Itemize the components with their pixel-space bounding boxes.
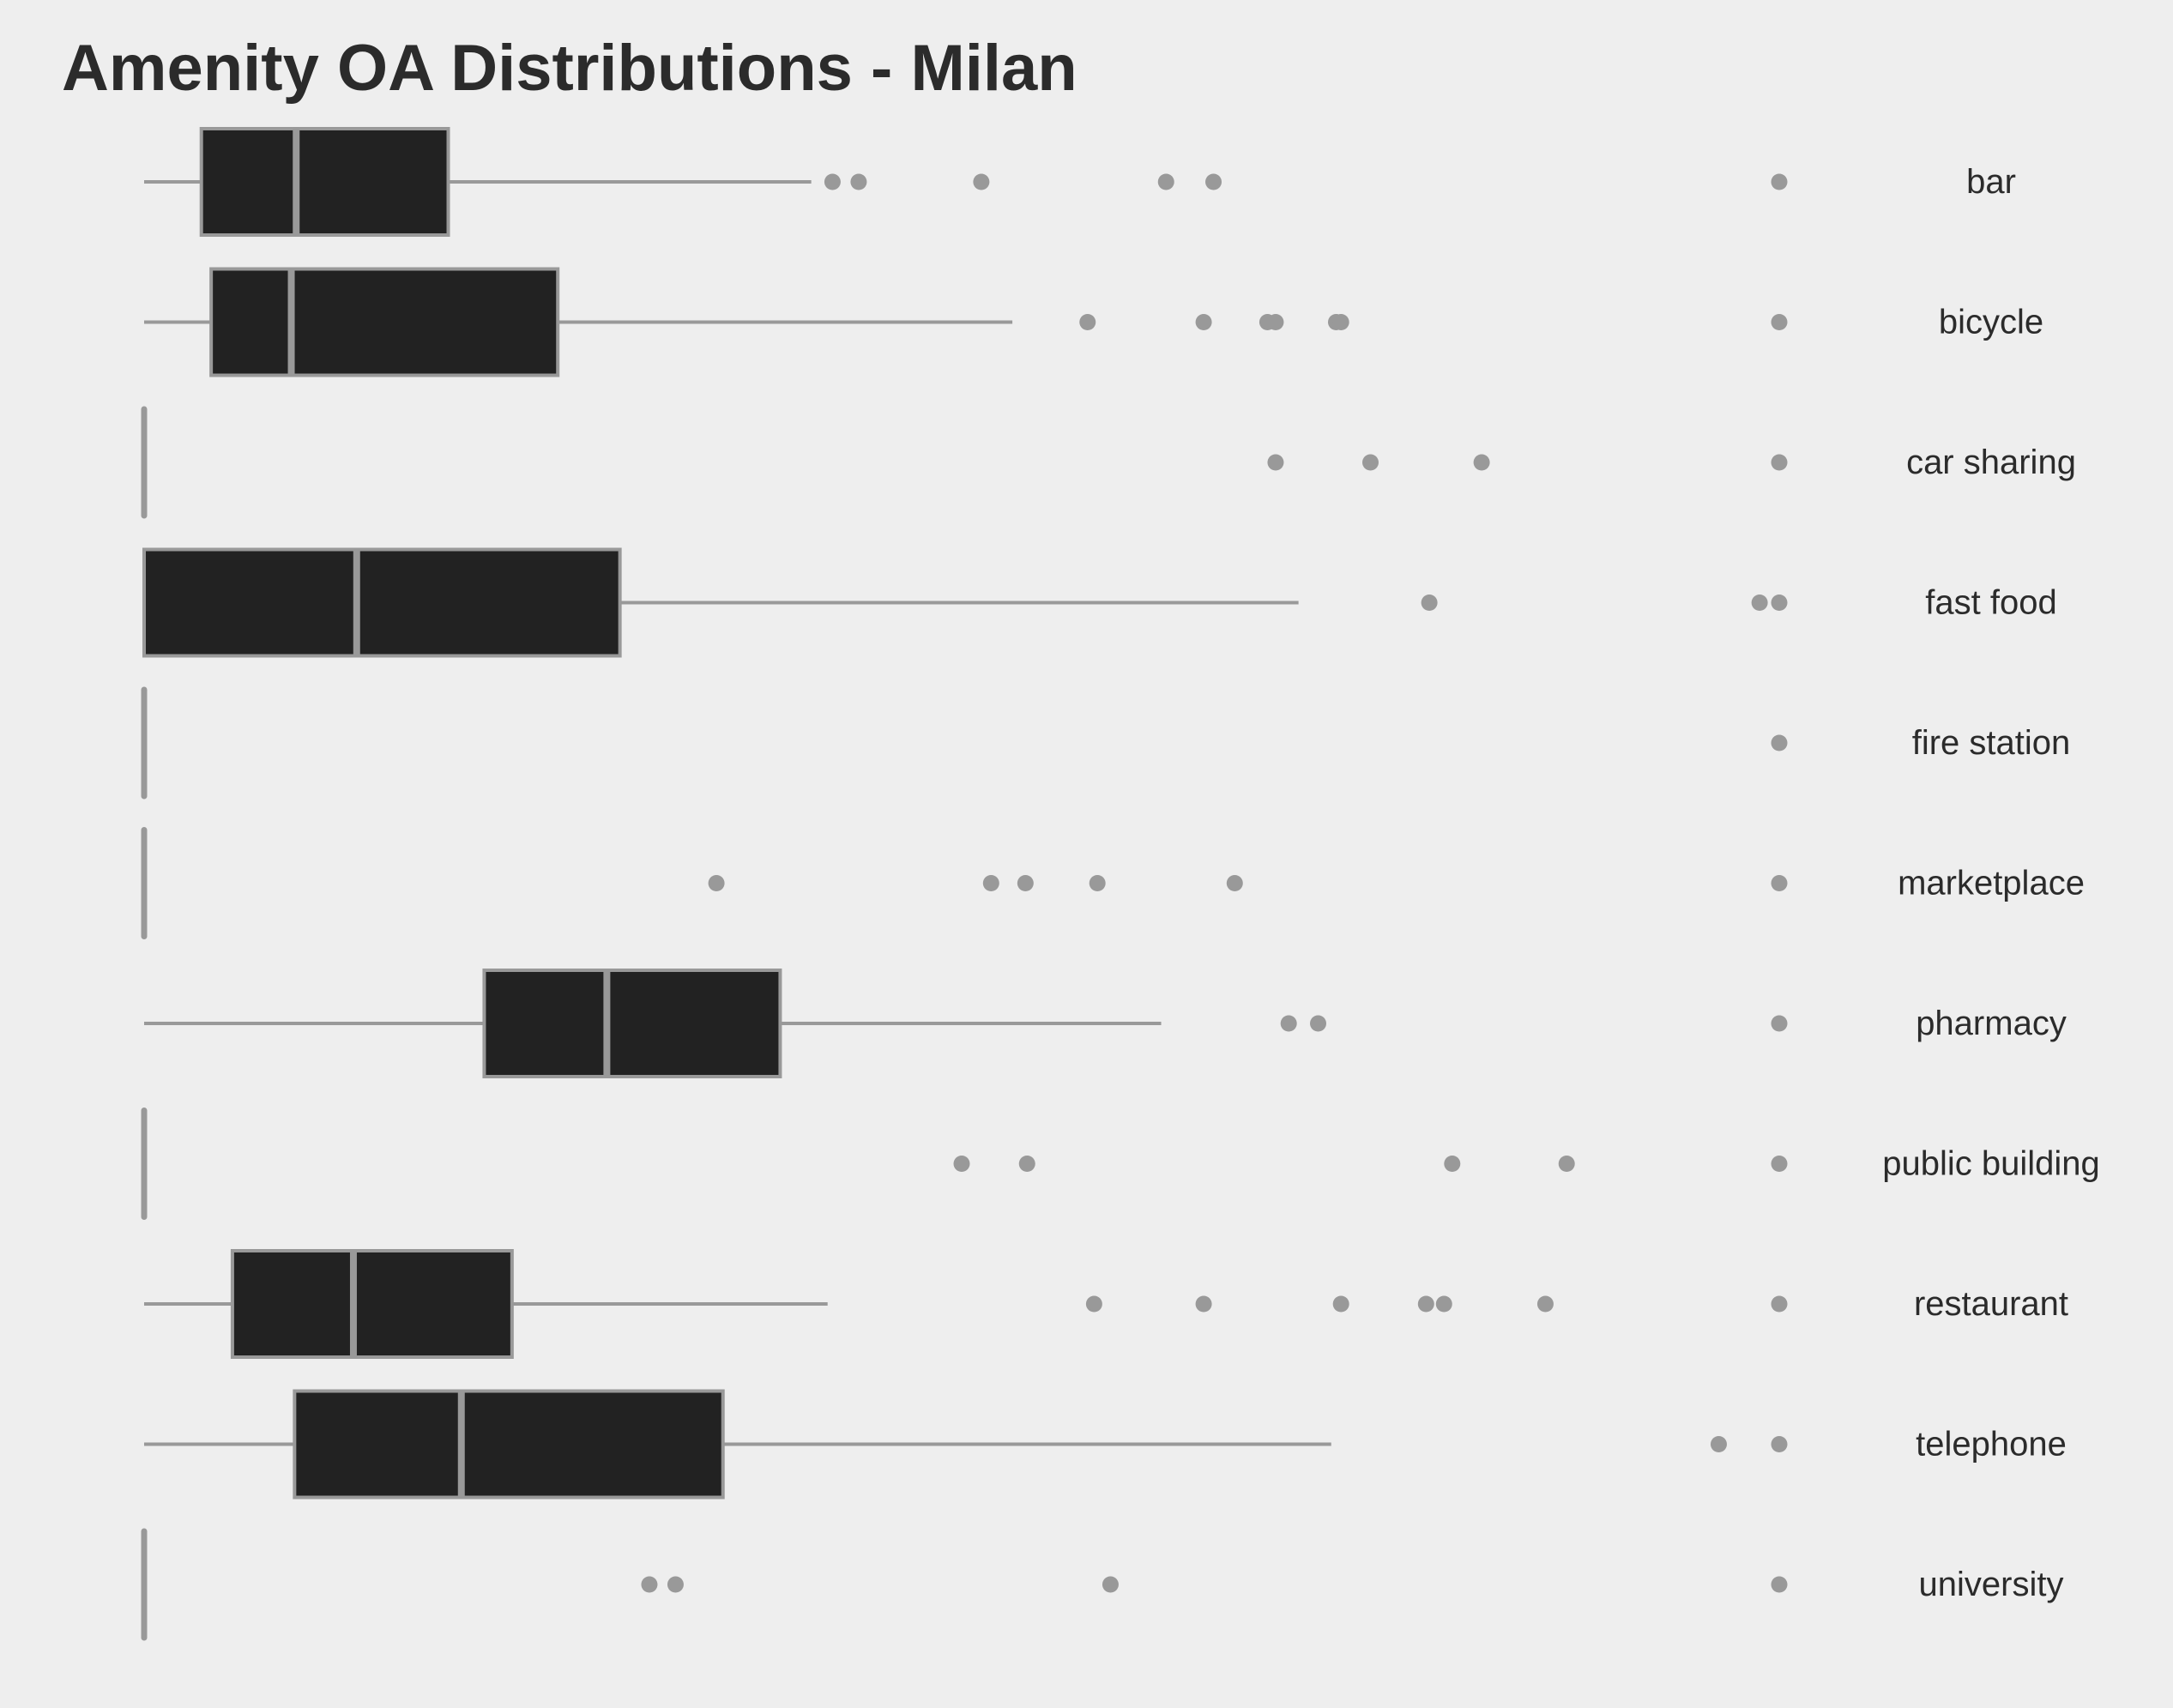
outlier-point-restaurant-3: [1417, 1295, 1434, 1313]
box-pharmacy: [482, 969, 782, 1078]
outlier-point-public-building-0: [953, 1156, 970, 1172]
outlier-point-public-building-2: [1444, 1156, 1461, 1172]
category-label-university: university: [1919, 1566, 2064, 1603]
outlier-point-bar-3: [1157, 173, 1174, 190]
outlier-point-bicycle-5: [1332, 314, 1349, 330]
category-label-bar: bar: [1966, 163, 2016, 201]
outlier-point-university-3: [1771, 1576, 1788, 1593]
outlier-point-bar-1: [850, 173, 867, 190]
outlier-point-bar-4: [1205, 173, 1222, 190]
category-label-car-sharing: car sharing: [1906, 444, 2076, 481]
outlier-point-bar-2: [973, 173, 990, 190]
category-label-telephone: telephone: [1916, 1426, 2067, 1464]
outlier-point-university-2: [1102, 1576, 1119, 1593]
outlier-point-car-sharing-1: [1362, 454, 1379, 471]
outlier-point-pharmacy-1: [1310, 1015, 1327, 1032]
outlier-point-marketplace-3: [1089, 875, 1106, 891]
outlier-point-fire-station-0: [1771, 734, 1788, 751]
outlier-point-bicycle-0: [1079, 314, 1096, 330]
outlier-point-fast-food-0: [1421, 594, 1438, 611]
outlier-point-pharmacy-0: [1280, 1015, 1297, 1032]
outlier-point-pharmacy-2: [1771, 1015, 1788, 1032]
outlier-point-marketplace-2: [1017, 875, 1034, 891]
box-restaurant: [230, 1249, 514, 1359]
outlier-point-bicycle-3: [1267, 314, 1284, 330]
outlier-point-public-building-4: [1771, 1156, 1788, 1172]
outlier-point-fast-food-1: [1751, 594, 1768, 611]
outlier-point-telephone-1: [1771, 1436, 1788, 1452]
outlier-point-marketplace-0: [708, 875, 725, 891]
outlier-point-marketplace-4: [1226, 875, 1243, 891]
box-telephone: [293, 1389, 725, 1500]
outlier-point-restaurant-2: [1332, 1295, 1349, 1313]
chart-title: Amenity OA Distributions - Milan: [62, 32, 1077, 105]
box-bicycle: [209, 267, 560, 377]
outlier-point-marketplace-1: [982, 875, 999, 891]
outlier-point-restaurant-6: [1771, 1295, 1788, 1313]
outlier-point-university-0: [641, 1576, 658, 1593]
outlier-point-public-building-3: [1558, 1156, 1575, 1172]
outlier-point-marketplace-5: [1771, 875, 1788, 891]
outlier-point-university-1: [667, 1576, 684, 1593]
outlier-point-car-sharing-2: [1473, 454, 1490, 471]
outlier-point-telephone-0: [1710, 1436, 1727, 1452]
category-label-fire-station: fire station: [1912, 724, 2071, 762]
category-label-fast-food: fast food: [1925, 584, 2056, 622]
outlier-point-public-building-1: [1018, 1156, 1035, 1172]
outlier-point-car-sharing-3: [1771, 454, 1788, 471]
box-fast-food: [142, 547, 622, 658]
category-label-public-building: public building: [1882, 1145, 2100, 1183]
outlier-point-restaurant-1: [1195, 1295, 1212, 1313]
category-label-restaurant: restaurant: [1914, 1285, 2068, 1323]
category-label-bicycle: bicycle: [1939, 304, 2043, 341]
outlier-point-bicycle-1: [1195, 314, 1212, 330]
outlier-point-fast-food-2: [1771, 594, 1788, 611]
outlier-point-bicycle-6: [1771, 314, 1788, 330]
category-label-pharmacy: pharmacy: [1916, 1005, 2067, 1042]
box-bar: [199, 127, 450, 237]
outlier-point-car-sharing-0: [1267, 454, 1284, 471]
outlier-point-bar-5: [1771, 173, 1788, 190]
outlier-point-restaurant-5: [1536, 1295, 1554, 1313]
outlier-point-restaurant-4: [1435, 1295, 1452, 1313]
outlier-point-bar-0: [824, 173, 841, 190]
outlier-point-restaurant-0: [1085, 1295, 1102, 1313]
category-label-marketplace: marketplace: [1898, 865, 2085, 902]
